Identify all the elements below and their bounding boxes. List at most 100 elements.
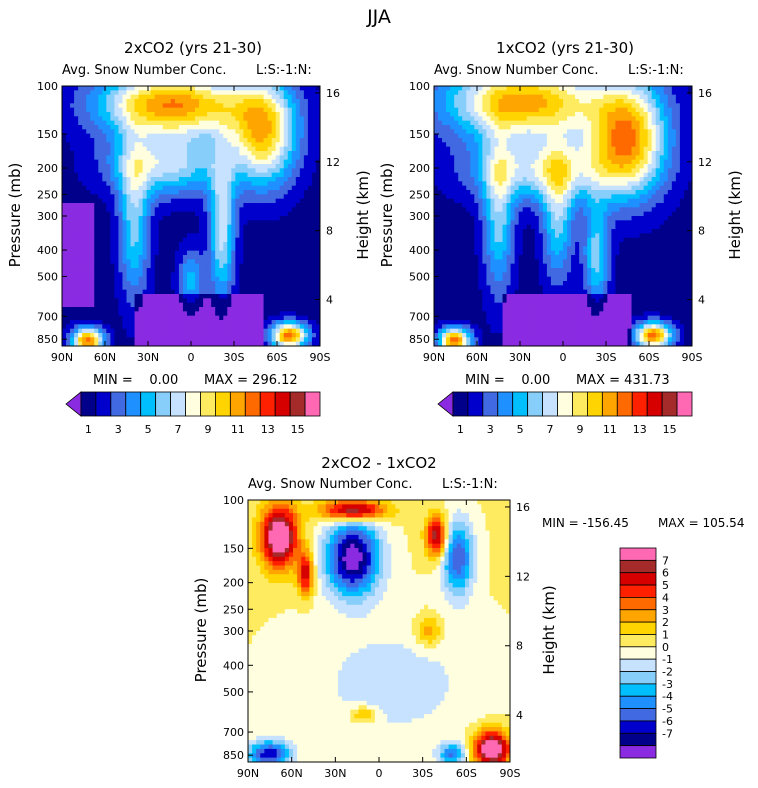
field-cell [243,289,248,295]
field-cell [259,99,264,104]
field-cell [299,224,305,230]
field-cell [223,281,228,286]
field-cell [307,86,313,91]
field-cell [146,164,152,169]
field-cell [110,164,115,169]
field-cell [307,120,313,126]
field-cell [223,276,228,282]
field-cell [679,138,685,143]
field-cell [162,194,168,200]
field-cell [215,315,220,321]
field-cell [231,259,236,265]
field-cell [90,307,95,312]
field-cell [138,246,144,252]
field-cell [154,229,160,234]
field-cell [291,90,297,96]
field-cell [170,190,176,195]
field-cell [287,337,293,343]
field-cell [130,216,135,221]
field-cell [74,333,79,338]
field-cell [287,276,293,282]
field-cell [70,337,75,343]
field-cell [514,142,520,148]
field-cell [134,99,139,104]
field-cell [243,198,248,204]
field-cell [235,90,240,96]
field-cell [243,246,248,252]
field-cell [283,151,289,156]
field-cell [199,151,204,156]
field-cell [134,268,139,273]
field-cell [446,151,451,156]
field-cell [74,194,79,200]
field-cell [215,298,220,304]
field-cell [199,224,204,230]
field-cell [243,216,248,221]
field-cell [62,289,67,295]
field-cell [647,125,653,130]
field-cell [295,302,301,308]
field-cell [62,112,67,117]
field-cell [86,259,91,265]
field-cell [74,159,79,165]
field-cell [647,146,653,152]
field-cell [255,90,260,96]
field-cell [154,142,160,148]
field-cell [671,125,677,130]
field-cell [563,129,568,135]
field-cell [211,172,216,178]
field-cell [199,185,204,191]
field-cell [518,133,524,139]
field-cell [587,125,592,130]
field-cell [534,142,540,148]
field-cell [299,220,305,226]
field-cell [150,194,156,200]
field-cell [446,133,451,139]
field-cell [118,259,123,265]
field-cell [182,302,188,308]
field-cell [203,151,208,156]
field-cell [138,333,144,338]
field-cell [295,298,301,304]
field-cell [247,302,252,308]
field-cell [110,337,115,343]
field-cell [74,198,79,204]
field-cell [579,90,584,96]
field-cell [235,155,240,161]
field-cell [267,207,273,213]
field-cell [462,94,467,100]
field-cell [86,181,91,187]
field-cell [211,198,216,204]
field-cell [166,168,172,174]
field-cell [263,116,268,122]
field-cell [138,311,144,317]
field-cell [299,194,305,200]
field-cell [470,112,475,117]
field-cell [203,341,208,347]
field-cell [579,151,584,156]
field-cell [122,229,127,234]
field-cell [587,138,592,143]
field-cell [130,233,135,239]
field-cell [215,120,220,126]
field-cell [178,328,184,334]
field-cell [243,298,248,304]
field-cell [102,146,107,152]
field-cell [146,90,152,96]
field-cell [587,116,592,122]
field-cell [110,181,115,187]
field-cell [239,294,244,299]
field-cell [315,307,321,312]
field-cell [162,120,168,126]
field-cell [82,259,87,265]
field-cell [619,129,624,135]
field-cell [146,250,152,256]
field-cell [78,103,83,109]
field-cell [291,220,297,226]
field-cell [94,315,99,321]
field-cell [170,324,176,330]
field-cell [546,86,552,91]
field-cell [251,242,256,247]
field-cell [86,285,91,291]
field-cell [255,203,260,208]
